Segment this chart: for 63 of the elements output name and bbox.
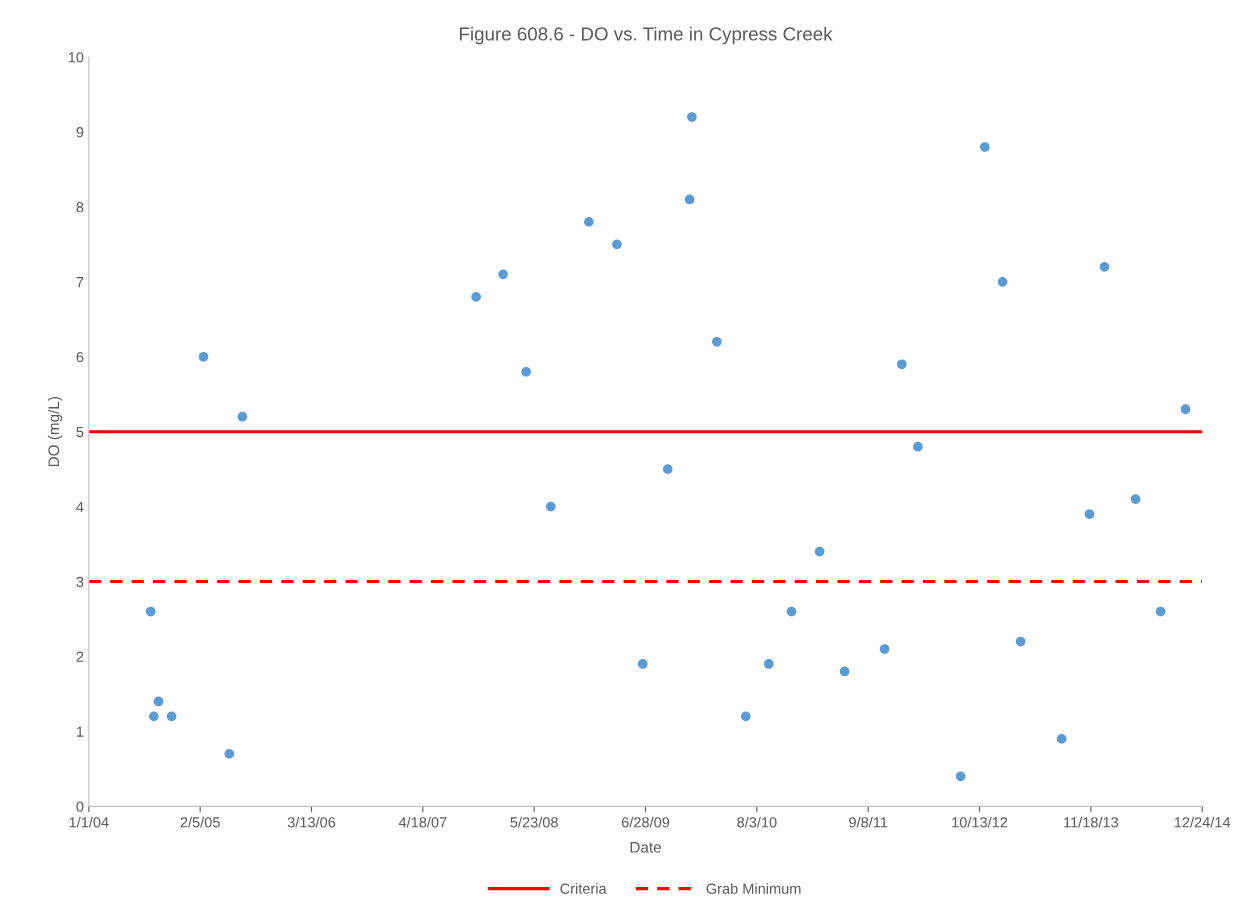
point (198, 351, 209, 362)
chart-title: Figure 608.6 - DO vs. Time in Cypress Creek (460, 26, 833, 45)
point (498, 269, 508, 280)
y-tick-label: 3 (76, 576, 84, 587)
point (1099, 262, 1110, 272)
point (471, 291, 482, 302)
x-tick-label: 1/1/04 (69, 816, 109, 828)
point (997, 276, 1008, 287)
point (237, 411, 248, 422)
y-tick-label: 5 (76, 426, 84, 438)
point (545, 501, 556, 512)
point (1180, 404, 1191, 415)
x-tick-label: 8/3/10 (737, 816, 777, 828)
point (662, 464, 673, 475)
x-tick-label: 4/18/07 (398, 816, 447, 828)
point (684, 194, 695, 205)
y-tick-label: 6 (76, 351, 84, 363)
point (763, 659, 774, 669)
y-axis-title: DO (mg/L) (47, 397, 63, 467)
point (687, 112, 697, 122)
x-tick-label: 5/23/08 (510, 816, 558, 828)
point (1084, 509, 1095, 519)
point (224, 749, 235, 759)
point (584, 217, 594, 227)
point (712, 336, 722, 347)
point (955, 771, 966, 782)
point (1130, 494, 1141, 505)
point (839, 666, 850, 677)
point (1155, 606, 1166, 617)
legend-label: Criteria (560, 883, 607, 894)
x-axis-title: Date (630, 842, 661, 853)
point (153, 696, 164, 707)
legend-label: Grab Minimum (706, 883, 801, 894)
x-tick-label: 9/8/11 (849, 816, 888, 828)
point (740, 711, 751, 722)
point (145, 606, 156, 617)
point (637, 659, 648, 669)
point (612, 239, 622, 250)
y-tick-label: 9 (76, 127, 84, 138)
x-tick-label: 11/18/13 (1064, 816, 1119, 828)
point (896, 359, 907, 370)
x-tick-label: 6/28/09 (621, 816, 670, 828)
x-tick-label: 3/13/06 (287, 816, 336, 828)
point (979, 142, 990, 152)
x-tick-label: 12/24/14 (1174, 816, 1231, 828)
point (166, 711, 177, 722)
point (1015, 636, 1026, 647)
x-tick-label: 2/5/05 (180, 816, 220, 828)
point (521, 366, 531, 377)
point (786, 606, 797, 617)
y-tick-label: 10 (68, 52, 84, 63)
y-tick-label: 1 (76, 726, 84, 737)
point (814, 546, 825, 557)
y-tick-label: 0 (76, 801, 84, 812)
y-tick-label: 2 (76, 651, 84, 662)
point (148, 711, 159, 722)
y-tick-label: 7 (76, 277, 84, 288)
point (1056, 734, 1067, 744)
y-tick-label: 8 (76, 202, 84, 213)
point (879, 644, 890, 654)
y-tick-label: 4 (76, 501, 84, 512)
point (913, 441, 923, 452)
x-tick-label: 10/13/12 (952, 816, 1008, 828)
